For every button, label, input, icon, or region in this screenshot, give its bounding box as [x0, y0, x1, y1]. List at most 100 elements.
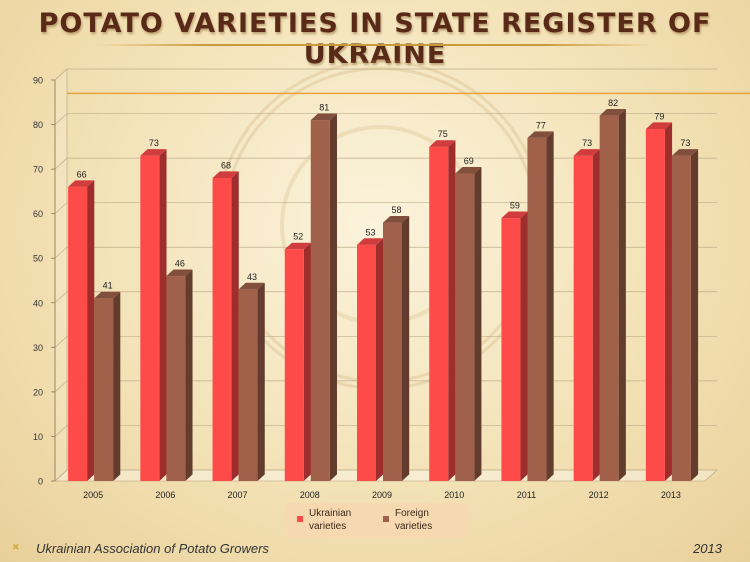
bar-front	[455, 173, 475, 482]
bar-front	[140, 155, 160, 481]
bar-side	[448, 140, 456, 481]
bar-side	[87, 180, 95, 482]
bar-side	[376, 238, 384, 481]
bar-ukrainian-2012	[573, 149, 600, 481]
bar-ukrainian-2005	[68, 180, 95, 482]
footer-organization: Ukrainian Association of Potato Growers	[36, 541, 269, 556]
bar-side	[474, 166, 482, 481]
bar-side	[546, 131, 554, 482]
gridline	[54, 335, 717, 348]
bar-side	[402, 215, 410, 481]
footer: ✖ Ukrainian Association of Potato Grower…	[0, 535, 750, 562]
bar-ukrainian-2013	[645, 122, 673, 482]
bar-foreign-2009	[383, 215, 410, 482]
bar-foreign-2010	[455, 166, 482, 482]
bar-front	[573, 155, 593, 481]
bar-foreign-2013	[671, 149, 699, 481]
gridline	[54, 425, 717, 437]
bar-ukrainian-2009	[357, 238, 384, 481]
bar-front	[645, 129, 665, 481]
x-tick-label: 2013	[661, 490, 681, 500]
bar-front	[383, 222, 402, 482]
y-tick-label: 50	[33, 254, 43, 264]
legend-swatch-foreign	[383, 516, 389, 522]
y-tick-label: 40	[33, 298, 43, 308]
data-label-foreign-2006: 46	[175, 258, 185, 268]
y-tick-label: 60	[33, 209, 43, 219]
bar-front	[212, 178, 232, 481]
data-label-foreign-2010: 69	[464, 156, 474, 166]
bar-front	[94, 298, 114, 481]
bar-front	[238, 289, 258, 481]
data-label-foreign-2012: 82	[608, 98, 618, 108]
bar-foreign-2012	[599, 109, 626, 482]
y-tick-label: 30	[33, 343, 43, 353]
gridline	[54, 157, 717, 170]
bar-front	[357, 244, 376, 481]
data-label-ukrainian-2009: 53	[365, 227, 375, 237]
bar-top	[68, 180, 95, 187]
data-label-foreign-2005: 41	[103, 281, 113, 291]
legend-swatch-ukrainian	[297, 516, 303, 522]
x-tick-label: 2012	[589, 490, 609, 500]
bar-side	[257, 282, 265, 481]
x-tick-label: 2007	[228, 490, 248, 500]
bar-side	[113, 291, 121, 481]
bar-foreign-2008	[310, 113, 337, 481]
bar-side	[159, 149, 167, 481]
gridline	[54, 202, 717, 214]
x-tick-label: 2011	[517, 490, 536, 500]
bar-foreign-2005	[94, 291, 121, 481]
bar-top	[212, 171, 239, 179]
data-label-ukrainian-2010: 75	[438, 129, 448, 139]
bar-top	[429, 140, 456, 147]
title-underline	[95, 44, 655, 46]
y-tick-label: 70	[33, 165, 43, 175]
chart-legend: Ukrainian varieties Foreign varieties	[285, 503, 468, 537]
bar-ukrainian-2006	[140, 149, 167, 481]
data-label-foreign-2013: 73	[680, 138, 690, 148]
x-tick-label: 2005	[83, 490, 103, 500]
bar-foreign-2011	[527, 131, 554, 482]
bar-ukrainian-2010	[429, 140, 456, 482]
y-tick-label: 90	[33, 76, 43, 86]
y-tick-label: 20	[33, 387, 43, 397]
bar-top	[238, 282, 265, 290]
bar-front	[527, 137, 547, 481]
bar-front	[501, 218, 521, 481]
bar-ukrainian-2011	[501, 211, 528, 481]
bar-front	[429, 146, 449, 482]
bar-side	[520, 211, 528, 481]
bar-side	[664, 122, 673, 482]
gridline	[54, 68, 717, 81]
data-label-ukrainian-2005: 66	[77, 169, 87, 179]
data-label-ukrainian-2008: 52	[293, 232, 303, 242]
gridline	[54, 380, 717, 393]
x-tick-label: 2009	[372, 490, 392, 500]
bar-side	[690, 149, 699, 481]
y-tick-label: 80	[33, 120, 43, 130]
y-tick-label: 0	[38, 477, 43, 487]
bar-top	[166, 269, 193, 277]
bar-top	[599, 109, 626, 116]
bar-top	[573, 149, 600, 156]
bar-side	[592, 149, 600, 481]
bar-side	[618, 109, 626, 482]
data-label-ukrainian-2013: 79	[654, 111, 664, 121]
gridline	[54, 291, 717, 304]
bar-top	[671, 149, 699, 156]
data-label-foreign-2007: 43	[247, 272, 257, 282]
bar-front	[310, 120, 330, 481]
footer-year: 2013	[693, 541, 722, 556]
side-wall	[54, 68, 68, 482]
legend-label-foreign: Foreign varieties	[395, 508, 433, 532]
bars-layer	[68, 109, 699, 482]
labels-layer: 0 10 20 30 40 50 60 70 80 90 66 41 2005 73 46 2006 68 43 2…	[33, 76, 690, 501]
bar-front	[284, 249, 304, 481]
bar-top	[94, 291, 121, 299]
bar-ukrainian-2007	[212, 171, 239, 481]
bar-top	[501, 211, 528, 219]
bar-foreign-2006	[166, 269, 193, 481]
bullet-icon: ✖	[12, 542, 20, 552]
bar-top	[140, 149, 167, 156]
